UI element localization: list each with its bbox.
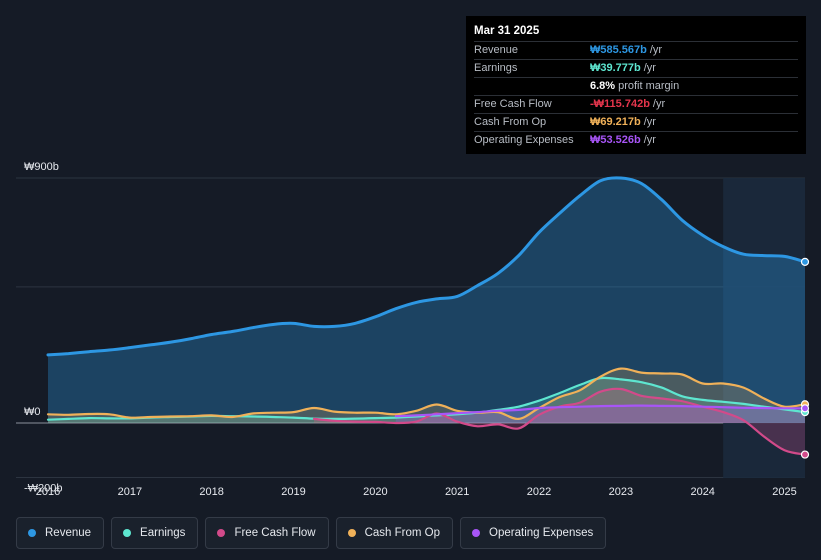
tooltip-label: Operating Expenses (474, 134, 574, 146)
legend-item-operating-expenses[interactable]: Operating Expenses (460, 517, 607, 549)
legend-dot-icon (28, 529, 36, 537)
tooltip-value: ₩53.526b (590, 134, 641, 146)
legend-label: Free Cash Flow (234, 527, 316, 539)
legend-label: Revenue (45, 527, 92, 539)
legend-item-earnings[interactable]: Earnings (111, 517, 199, 549)
legend: Revenue Earnings Free Cash Flow Cash Fro… (16, 517, 607, 549)
tooltip-value: 6.8% (590, 80, 616, 92)
endpoint-revenue (800, 257, 810, 266)
tooltip-unit: /yr (643, 62, 656, 74)
area-revenue (48, 177, 805, 423)
area-operating-expenses (395, 405, 805, 423)
area-cash-from-op (48, 368, 805, 423)
legend-dot-icon (217, 529, 226, 537)
x-tick-label: 2016 (36, 486, 60, 498)
tooltip-row-earnings: Earnings ₩39.777b /yr (474, 59, 798, 77)
endpoint-free-cash-flow (800, 450, 810, 459)
tooltip-row-revenue: Revenue ₩585.567b /yr (474, 41, 798, 59)
x-tick-label: 2020 (363, 486, 387, 498)
series-lines (46, 176, 807, 456)
line-cash-from-op (46, 367, 807, 421)
tooltip-value: -₩115.742b (590, 98, 650, 110)
line-operating-expenses (394, 404, 807, 418)
tooltip-row-cash-from-op: Cash From Op ₩69.217b /yr (474, 113, 798, 131)
x-axis: 2016 2017 2018 2019 2020 2021 2022 2023 2024 2025 (36, 486, 797, 498)
x-tick-label: 2019 (281, 486, 305, 498)
tooltip-value: ₩69.217b (590, 116, 641, 128)
tooltip-label: Free Cash Flow (474, 98, 552, 110)
tooltip-date: Mar 31 2025 (474, 25, 540, 37)
y-axis: ₩900b ₩0 -₩200b (24, 161, 63, 494)
legend-dot-icon (472, 529, 481, 537)
tooltip-panel: Mar 31 2025 Revenue ₩585.567b /yr Earnin… (466, 16, 806, 154)
y-tick-label: -₩200b (24, 482, 63, 494)
y-tick-label: ₩900b (24, 161, 59, 173)
tooltip-unit: /yr (649, 44, 663, 56)
tooltip-unit: /yr (652, 98, 666, 110)
tooltip-label (474, 78, 590, 95)
tooltip-row-profit-margin: 6.8% profit margin (474, 77, 798, 95)
tooltip-label: Earnings (474, 62, 518, 74)
legend-label: Operating Expenses (489, 527, 594, 539)
tooltip-unit: profit margin (618, 80, 680, 92)
tooltip-value: ₩585.567b (590, 44, 647, 56)
series-endpoints (800, 257, 810, 459)
tooltip-value: ₩39.777b (590, 62, 641, 74)
x-tick-label: 2023 (609, 486, 633, 498)
x-tick-label: 2017 (118, 486, 142, 498)
forecast-region (723, 178, 805, 478)
legend-label: Cash From Op (364, 527, 441, 539)
legend-item-cash-from-op[interactable]: Cash From Op (335, 517, 454, 549)
x-tick-label: 2022 (527, 486, 551, 498)
legend-label: Earnings (140, 527, 186, 539)
tooltip-unit: /yr (643, 116, 656, 128)
y-tick-label: ₩0 (24, 406, 41, 418)
tooltip-label: Cash From Op (474, 116, 547, 128)
x-tick-label: 2024 (690, 486, 714, 498)
endpoint-operating-expenses (800, 404, 810, 413)
x-tick-label: 2018 (199, 486, 223, 498)
series-areas (48, 177, 805, 455)
tooltip-label: Revenue (474, 44, 519, 56)
legend-item-free-cash-flow[interactable]: Free Cash Flow (205, 517, 329, 549)
tooltip-row-operating-expenses: Operating Expenses ₩53.526b /yr (474, 131, 798, 149)
legend-item-revenue[interactable]: Revenue (16, 517, 105, 549)
line-revenue (46, 176, 807, 357)
tooltip-unit: /yr (643, 134, 656, 146)
legend-dot-icon (123, 529, 132, 537)
legend-dot-icon (347, 529, 356, 537)
x-tick-label: 2021 (445, 486, 469, 498)
x-tick-label: 2025 (772, 486, 796, 498)
tooltip-row-free-cash-flow: Free Cash Flow -₩115.742b /yr (474, 95, 798, 113)
